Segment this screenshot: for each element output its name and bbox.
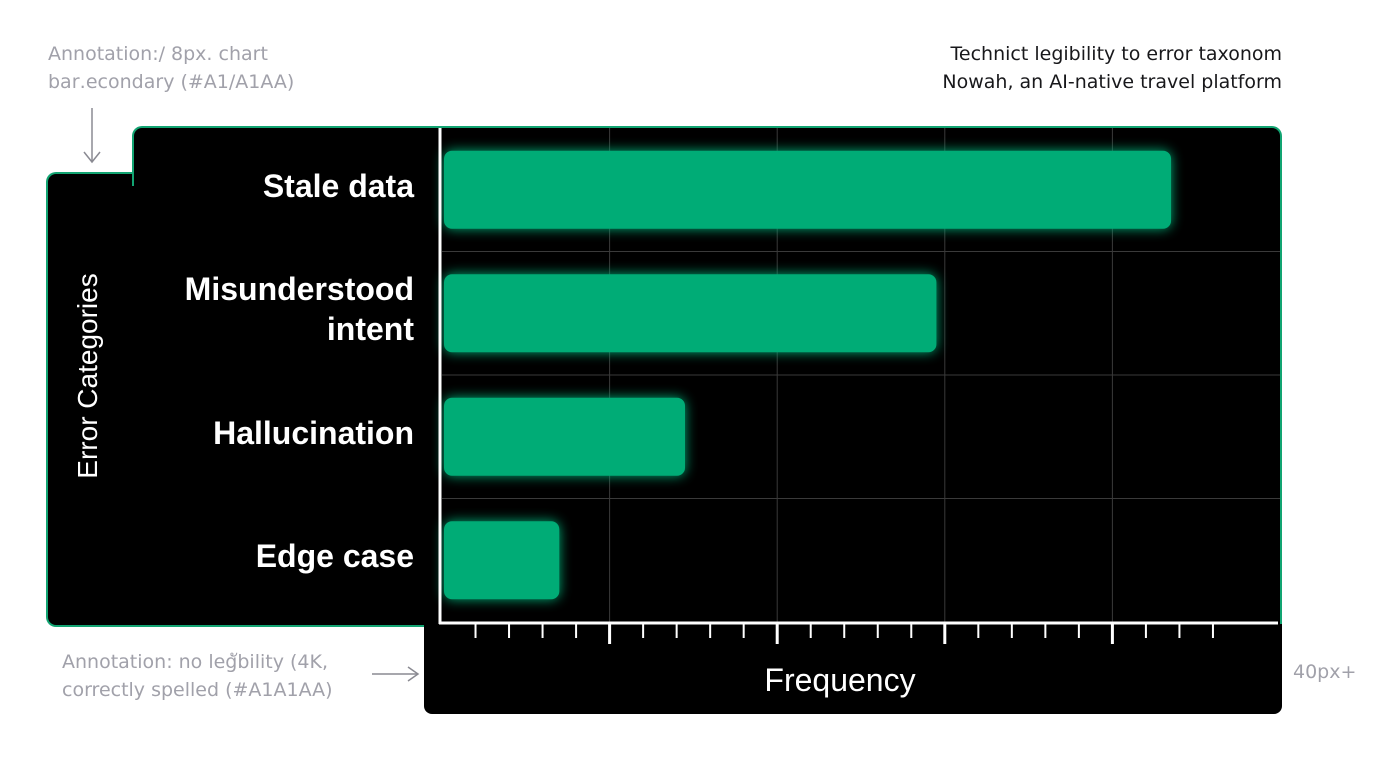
bar-stale-data xyxy=(444,150,1172,229)
top-annotation-line2: bar․econdary (#A1/A1AA) xyxy=(48,71,295,93)
header-line2: Nowah, an AI-native travel platform xyxy=(942,71,1282,93)
bottom-annotation-line2: correctly spelled (#A1A1AA) xyxy=(62,679,333,701)
header-line1: Technict legibility to error taxonom xyxy=(950,43,1282,65)
x-axis-panel xyxy=(424,624,1282,714)
top-annotation: Annotation:/ 8px. chart bar․econdary (#A… xyxy=(48,40,294,96)
category-label-line: Stale data xyxy=(262,167,414,204)
category-panel-tab-fill xyxy=(134,170,454,190)
category-label-line: Edge case xyxy=(255,538,414,575)
category-panel xyxy=(46,172,466,627)
category-label: Stale data xyxy=(263,166,414,206)
bottom-annotation-line1: Annotation: no legัbility (4K, xyxy=(62,651,328,673)
x-axis-label: Frequency xyxy=(764,662,916,698)
right-annotation: 40px+ xyxy=(1293,661,1357,683)
chart-header: Technict legibility to error taxonom Now… xyxy=(942,40,1282,96)
bar-hallucination xyxy=(444,397,686,476)
down-arrow-icon xyxy=(83,108,101,164)
category-label-line: Misunderstood xyxy=(184,271,414,308)
top-annotation-line1: Annotation:/ 8px. chart xyxy=(48,43,268,65)
bar-misunderstood-intent xyxy=(444,274,937,353)
category-label: Misunderstood intent xyxy=(185,269,414,349)
right-arrow-icon xyxy=(372,666,420,682)
bottom-annotation: Annotation: no legัbility (4K, correctly… xyxy=(62,648,333,704)
category-label-line: intent xyxy=(326,311,414,348)
category-label-line: Hallucination xyxy=(213,414,414,451)
bar-edge-case xyxy=(444,521,560,600)
category-label: Edge case xyxy=(256,536,414,576)
category-label: Hallucination xyxy=(213,413,414,453)
